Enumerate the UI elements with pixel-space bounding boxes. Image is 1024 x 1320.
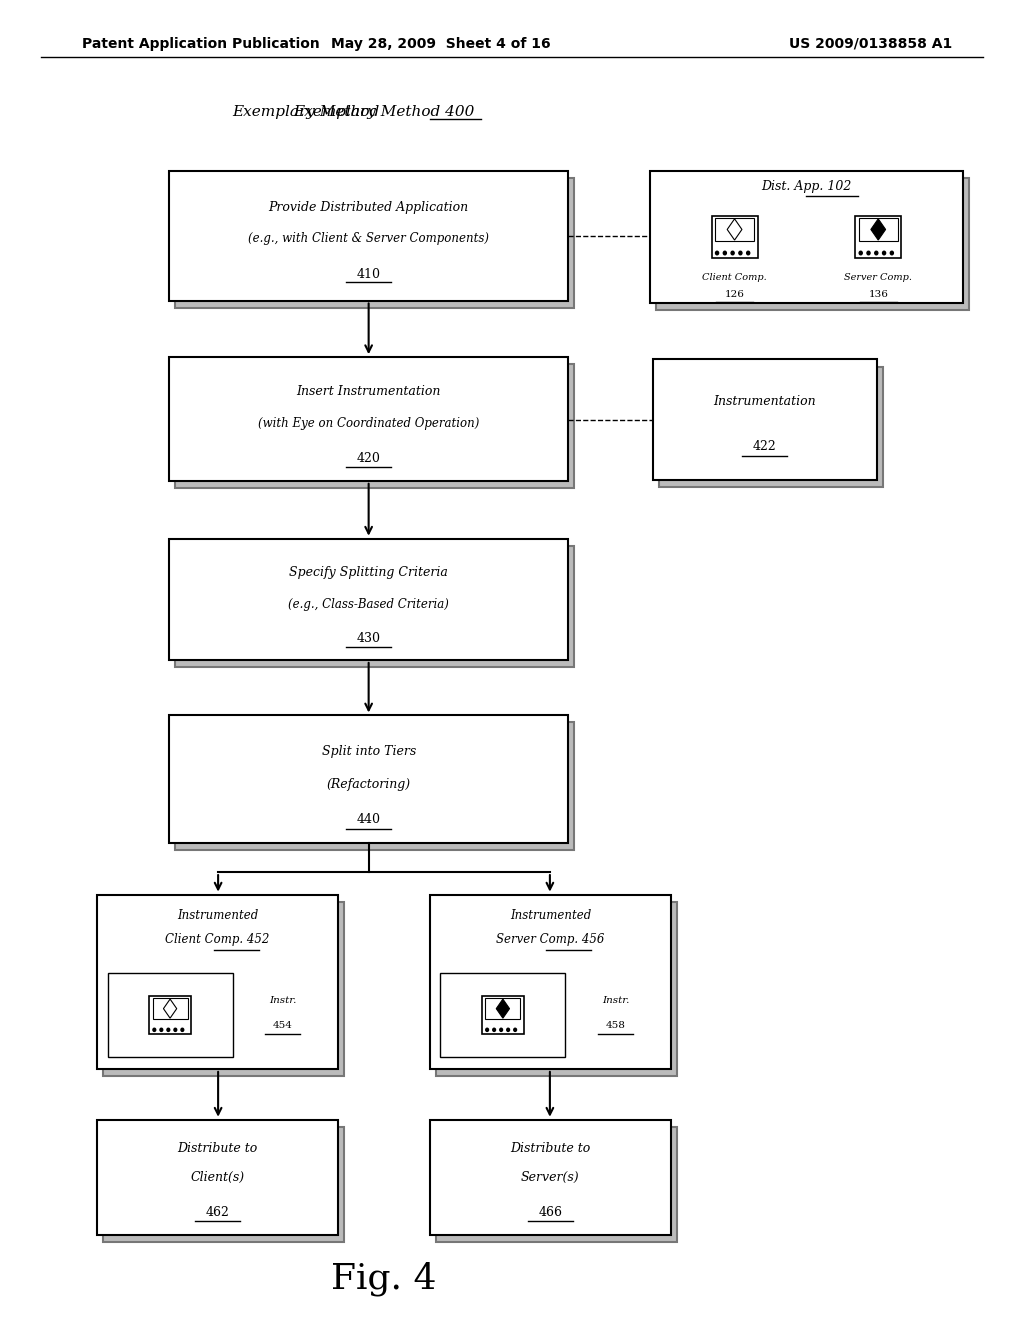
Circle shape — [890, 251, 893, 255]
Circle shape — [160, 1028, 163, 1031]
FancyBboxPatch shape — [650, 170, 963, 302]
FancyBboxPatch shape — [169, 358, 568, 480]
Text: May 28, 2009  Sheet 4 of 16: May 28, 2009 Sheet 4 of 16 — [331, 37, 550, 50]
FancyBboxPatch shape — [659, 367, 883, 487]
FancyBboxPatch shape — [175, 722, 574, 850]
Circle shape — [485, 1028, 488, 1031]
Text: 458: 458 — [605, 1020, 626, 1030]
Text: Distribute to: Distribute to — [510, 1142, 591, 1155]
FancyBboxPatch shape — [153, 998, 187, 1019]
Circle shape — [493, 1028, 496, 1031]
Text: Instrumented: Instrumented — [177, 909, 258, 921]
Circle shape — [167, 1028, 170, 1031]
Text: (with Eye on Coordinated Operation): (with Eye on Coordinated Operation) — [258, 417, 479, 430]
Text: Server(s): Server(s) — [521, 1171, 580, 1184]
FancyBboxPatch shape — [169, 539, 568, 660]
Text: 454: 454 — [272, 1020, 293, 1030]
Text: 440: 440 — [356, 813, 381, 826]
FancyBboxPatch shape — [175, 364, 574, 488]
Polygon shape — [497, 999, 510, 1018]
Text: Server Comp.: Server Comp. — [844, 273, 912, 282]
Text: 410: 410 — [356, 268, 381, 281]
Text: (e.g., with Client & Server Components): (e.g., with Client & Server Components) — [248, 232, 489, 244]
Text: Instrumented: Instrumented — [510, 909, 591, 921]
FancyBboxPatch shape — [169, 715, 568, 842]
Text: 462: 462 — [206, 1205, 229, 1218]
Circle shape — [181, 1028, 183, 1031]
FancyBboxPatch shape — [436, 902, 677, 1076]
Text: 136: 136 — [868, 290, 888, 300]
Text: US 2009/0138858 A1: US 2009/0138858 A1 — [790, 37, 952, 50]
Text: (Refactoring): (Refactoring) — [327, 777, 411, 791]
Text: Server Comp. 456: Server Comp. 456 — [497, 933, 604, 946]
Text: Insert Instrumentation: Insert Instrumentation — [297, 385, 440, 399]
Text: 466: 466 — [539, 1205, 562, 1218]
FancyBboxPatch shape — [653, 359, 877, 479]
FancyBboxPatch shape — [485, 998, 520, 1019]
Text: Instr.: Instr. — [602, 995, 629, 1005]
Text: Exemplary Method: Exemplary Method — [231, 106, 384, 119]
Text: Dist. App. 102: Dist. App. 102 — [761, 181, 852, 193]
FancyBboxPatch shape — [859, 218, 898, 242]
Circle shape — [746, 251, 750, 255]
Circle shape — [883, 251, 886, 255]
Polygon shape — [727, 219, 742, 240]
FancyBboxPatch shape — [97, 895, 338, 1069]
Circle shape — [514, 1028, 516, 1031]
Text: Patent Application Publication: Patent Application Publication — [82, 37, 319, 50]
Circle shape — [723, 251, 726, 255]
Circle shape — [874, 251, 878, 255]
Polygon shape — [164, 999, 177, 1018]
FancyBboxPatch shape — [430, 1119, 671, 1236]
Circle shape — [500, 1028, 503, 1031]
Circle shape — [739, 251, 742, 255]
FancyBboxPatch shape — [169, 170, 568, 301]
FancyBboxPatch shape — [482, 997, 523, 1035]
Text: Fig. 4: Fig. 4 — [331, 1262, 437, 1296]
Text: Instr.: Instr. — [269, 995, 296, 1005]
Text: 126: 126 — [725, 290, 744, 300]
FancyBboxPatch shape — [97, 1119, 338, 1236]
Text: Specify Splitting Criteria: Specify Splitting Criteria — [289, 566, 449, 579]
Text: Client Comp.: Client Comp. — [702, 273, 767, 282]
FancyBboxPatch shape — [175, 545, 574, 667]
FancyBboxPatch shape — [712, 215, 758, 259]
FancyBboxPatch shape — [103, 1127, 344, 1242]
Text: Exemplary Method 400: Exemplary Method 400 — [293, 106, 475, 119]
Text: Provide Distributed Application: Provide Distributed Application — [268, 201, 469, 214]
Circle shape — [174, 1028, 177, 1031]
Circle shape — [153, 1028, 156, 1031]
FancyBboxPatch shape — [715, 218, 754, 242]
FancyBboxPatch shape — [108, 973, 232, 1057]
FancyBboxPatch shape — [440, 973, 565, 1057]
FancyBboxPatch shape — [436, 1127, 677, 1242]
Text: 420: 420 — [356, 451, 381, 465]
FancyBboxPatch shape — [430, 895, 671, 1069]
Text: 430: 430 — [356, 632, 381, 644]
FancyBboxPatch shape — [855, 215, 901, 259]
Text: Client Comp. 452: Client Comp. 452 — [166, 933, 269, 946]
Circle shape — [859, 251, 862, 255]
Polygon shape — [870, 219, 886, 240]
FancyBboxPatch shape — [175, 178, 574, 308]
Text: Distribute to: Distribute to — [177, 1142, 258, 1155]
Circle shape — [716, 251, 719, 255]
Text: 422: 422 — [753, 440, 777, 453]
FancyBboxPatch shape — [656, 178, 969, 310]
FancyBboxPatch shape — [150, 997, 190, 1035]
Circle shape — [731, 251, 734, 255]
Circle shape — [867, 251, 870, 255]
Text: Client(s): Client(s) — [190, 1171, 245, 1184]
Circle shape — [507, 1028, 510, 1031]
FancyBboxPatch shape — [103, 902, 344, 1076]
Text: Instrumentation: Instrumentation — [714, 395, 816, 408]
Text: Split into Tiers: Split into Tiers — [322, 744, 416, 758]
Text: (e.g., Class-Based Criteria): (e.g., Class-Based Criteria) — [288, 598, 450, 611]
